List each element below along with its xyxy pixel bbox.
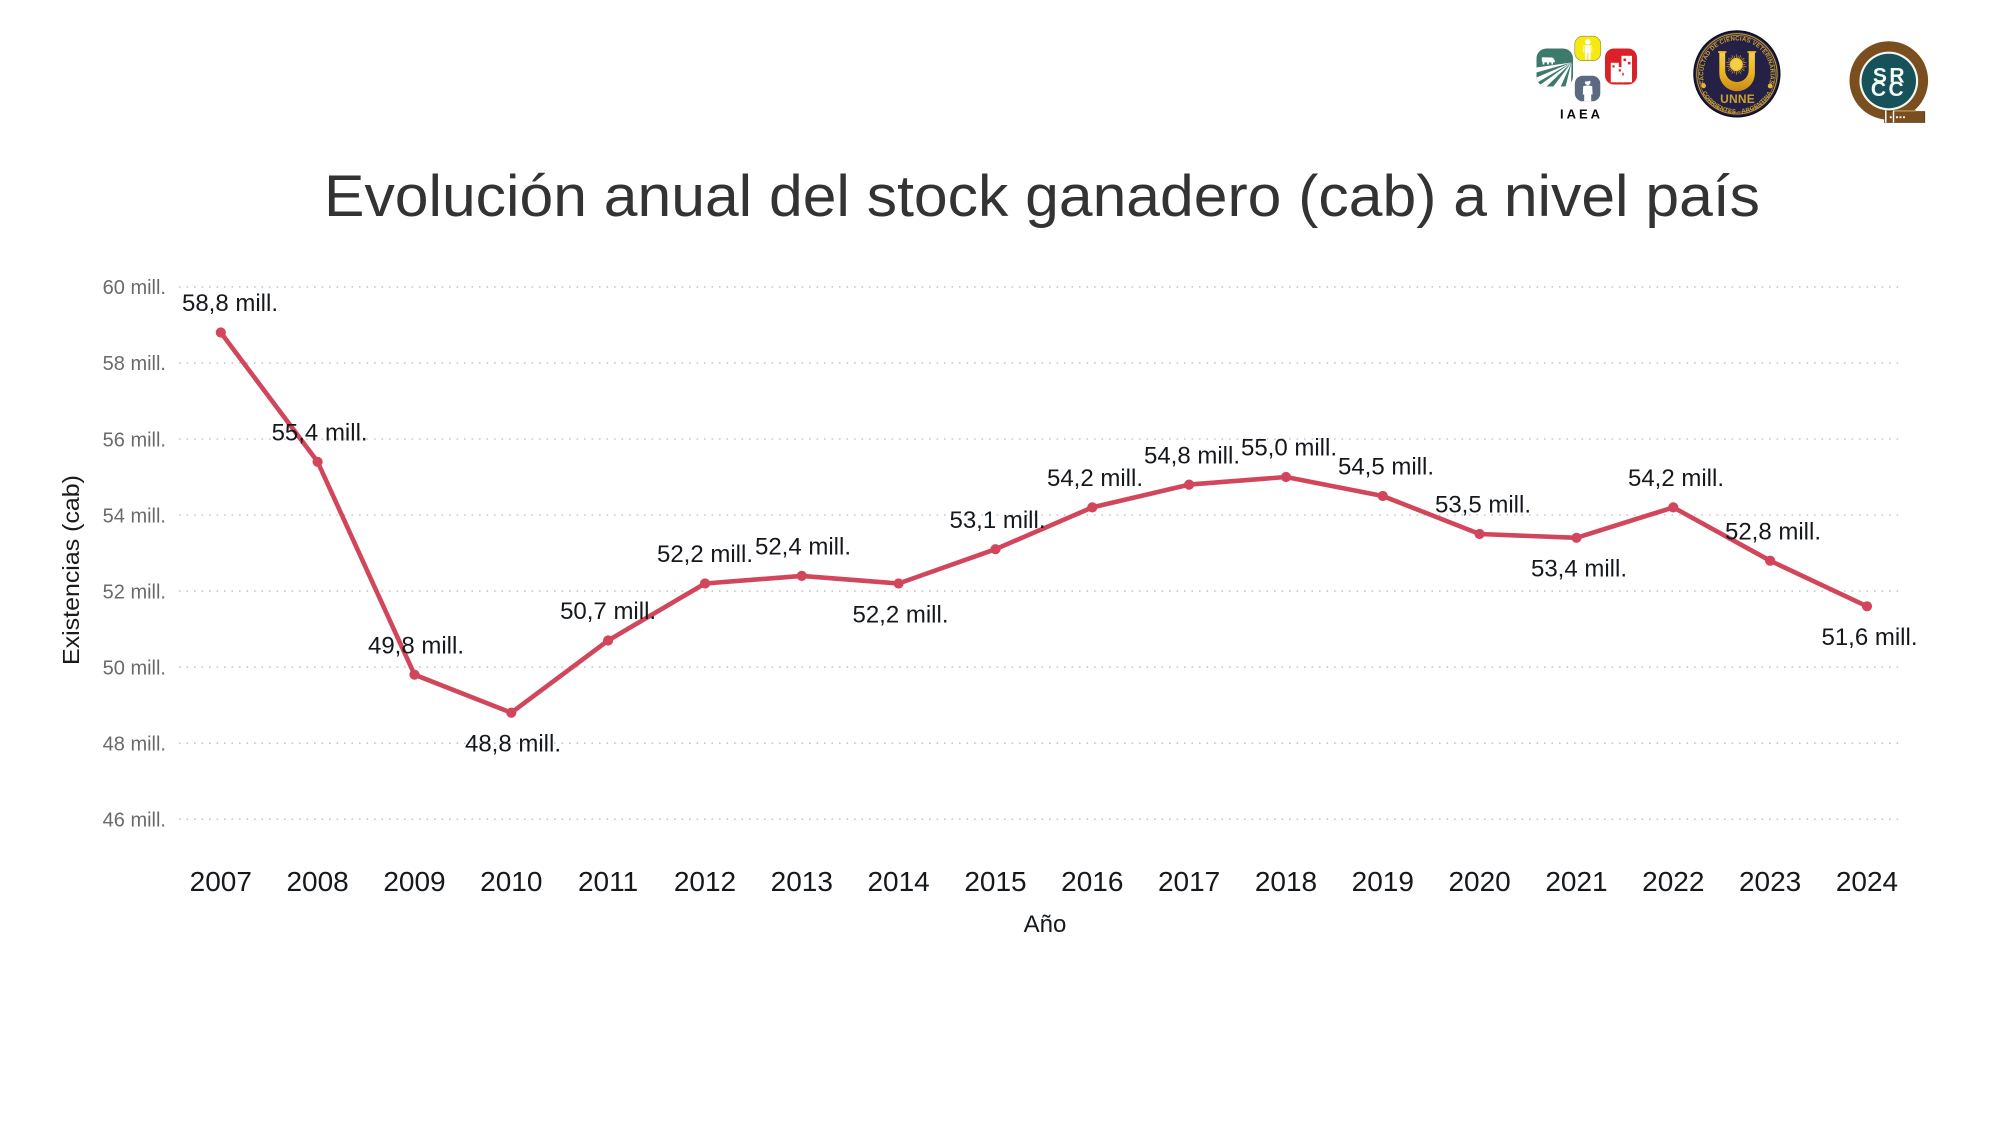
svg-text:52,4 mill.: 52,4 mill. [755,534,851,561]
svg-text:2010: 2010 [480,866,542,897]
svg-text:2007: 2007 [190,866,252,897]
svg-text:2012: 2012 [674,866,736,897]
svg-text:2016: 2016 [1061,866,1123,897]
svg-text:52 mill.: 52 mill. [103,581,166,603]
svg-text:50 mill.: 50 mill. [103,657,166,679]
svg-text:53,1 mill.: 53,1 mill. [949,507,1045,534]
svg-text:58 mill.: 58 mill. [103,353,166,375]
svg-text:46 mill.: 46 mill. [103,810,166,832]
svg-text:53,4 mill.: 53,4 mill. [1531,556,1627,583]
svg-text:52,2 mill.: 52,2 mill. [852,601,948,628]
svg-text:51,6 mill.: 51,6 mill. [1821,624,1917,651]
svg-text:49,8 mill.: 49,8 mill. [368,632,464,659]
svg-text:2014: 2014 [867,866,929,897]
svg-text:54,2 mill.: 54,2 mill. [1628,465,1724,492]
svg-text:2024: 2024 [1836,866,1898,897]
svg-text:54 mill.: 54 mill. [103,505,166,527]
svg-text:48,8 mill.: 48,8 mill. [465,731,561,758]
svg-text:Año: Año [1024,911,1067,938]
svg-text:52,2 mill.: 52,2 mill. [657,541,753,568]
svg-text:SR: SR [1873,64,1907,87]
svg-text:CC: CC [1871,78,1906,101]
svg-text:2023: 2023 [1739,866,1801,897]
svg-text:55,4 mill.: 55,4 mill. [272,420,368,447]
svg-text:2015: 2015 [964,866,1026,897]
svg-text:48 mill.: 48 mill. [103,734,166,756]
svg-text:2009: 2009 [383,866,445,897]
svg-text:Existencias (cab): Existencias (cab) [58,475,84,665]
svg-text:56 mill.: 56 mill. [103,429,166,451]
svg-text:54,5 mill.: 54,5 mill. [1338,454,1434,481]
svg-text:53,5 mill.: 53,5 mill. [1435,492,1531,519]
svg-text:2008: 2008 [286,866,348,897]
svg-text:60 mill.: 60 mill. [103,277,166,299]
svg-text:2017: 2017 [1158,866,1220,897]
svg-text:2020: 2020 [1448,866,1510,897]
svg-text:IAEA: IAEA [1560,107,1603,122]
svg-text:52,8 mill.: 52,8 mill. [1725,518,1821,545]
svg-text:50,7 mill.: 50,7 mill. [560,598,656,625]
svg-text:54,2 mill.: 54,2 mill. [1047,465,1143,492]
svg-text:2022: 2022 [1642,866,1704,897]
svg-text:2013: 2013 [771,866,833,897]
svg-text:2019: 2019 [1352,866,1414,897]
svg-text:58,8 mill.: 58,8 mill. [182,290,278,317]
svg-text:54,8 mill.: 54,8 mill. [1144,442,1240,469]
svg-text:2021: 2021 [1545,866,1607,897]
svg-text:2018: 2018 [1255,866,1317,897]
svg-text:55,0 mill.: 55,0 mill. [1241,435,1337,462]
svg-text:Evolución anual del stock gana: Evolución anual del stock ganadero (cab)… [324,164,1760,229]
svg-text:2011: 2011 [578,866,638,897]
svg-text:UNNE: UNNE [1720,92,1755,106]
